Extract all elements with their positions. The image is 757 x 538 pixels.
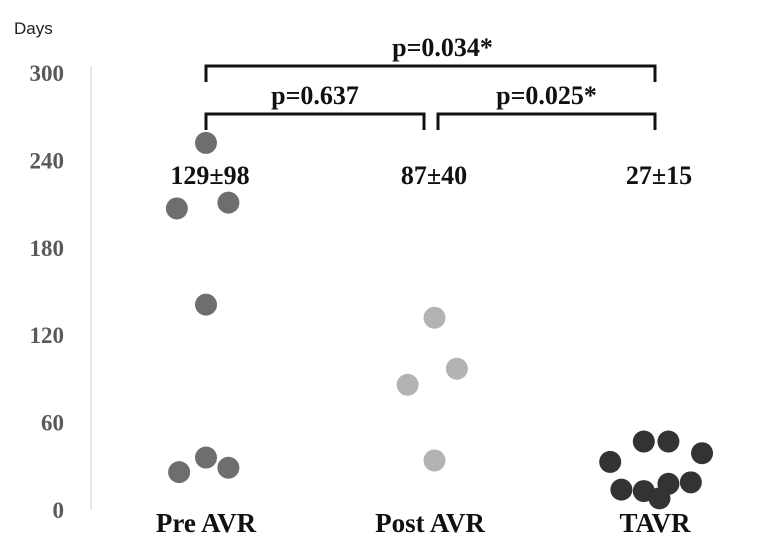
data-point — [217, 456, 240, 479]
data-point — [423, 449, 446, 472]
significance-bracket — [204, 64, 657, 82]
y-tick-label: 240 — [30, 148, 65, 173]
group-stat-label: 87±40 — [401, 161, 467, 190]
data-point — [445, 357, 468, 380]
data-point — [195, 446, 217, 469]
data-point — [599, 450, 622, 473]
data-point — [679, 471, 702, 494]
data-point — [195, 293, 217, 316]
group-stat-label: 129±98 — [170, 161, 249, 190]
data-point — [632, 430, 655, 453]
y-tick-label: 300 — [30, 61, 65, 86]
data-point — [396, 373, 419, 396]
y-tick-label: 0 — [53, 498, 65, 523]
y-tick-labels: 0 60 120 180 240 300 — [30, 61, 65, 523]
x-tick-label: TAVR — [619, 508, 691, 538]
x-tick-label: Pre AVR — [156, 508, 257, 538]
group-stat-label: 27±15 — [626, 161, 692, 190]
p-value-label: p=0.637 — [271, 81, 359, 110]
data-point — [195, 131, 217, 154]
data-point — [217, 191, 240, 214]
data-point — [691, 442, 714, 465]
data-point — [648, 487, 671, 510]
significance-bracket — [436, 112, 657, 130]
y-tick-label: 180 — [30, 236, 65, 261]
significance-bracket — [204, 112, 426, 130]
data-point — [610, 478, 633, 501]
data-points — [165, 131, 714, 510]
p-value-labels: p=0.034* p=0.637 p=0.025* — [271, 33, 597, 110]
x-tick-labels: Pre AVR Post AVR TAVR — [156, 508, 691, 538]
data-point — [165, 197, 188, 220]
p-value-label: p=0.034* — [392, 33, 493, 62]
data-point — [657, 430, 680, 453]
y-tick-label: 120 — [30, 323, 65, 348]
group-stat-labels: 129±98 87±40 27±15 — [170, 161, 692, 190]
y-axis-label: Days — [14, 19, 53, 38]
p-value-label: p=0.025* — [496, 81, 597, 110]
data-point — [168, 461, 191, 484]
significance-brackets — [204, 64, 657, 130]
x-tick-label: Post AVR — [375, 508, 485, 538]
y-tick-label: 60 — [41, 411, 64, 436]
data-point — [423, 306, 446, 329]
